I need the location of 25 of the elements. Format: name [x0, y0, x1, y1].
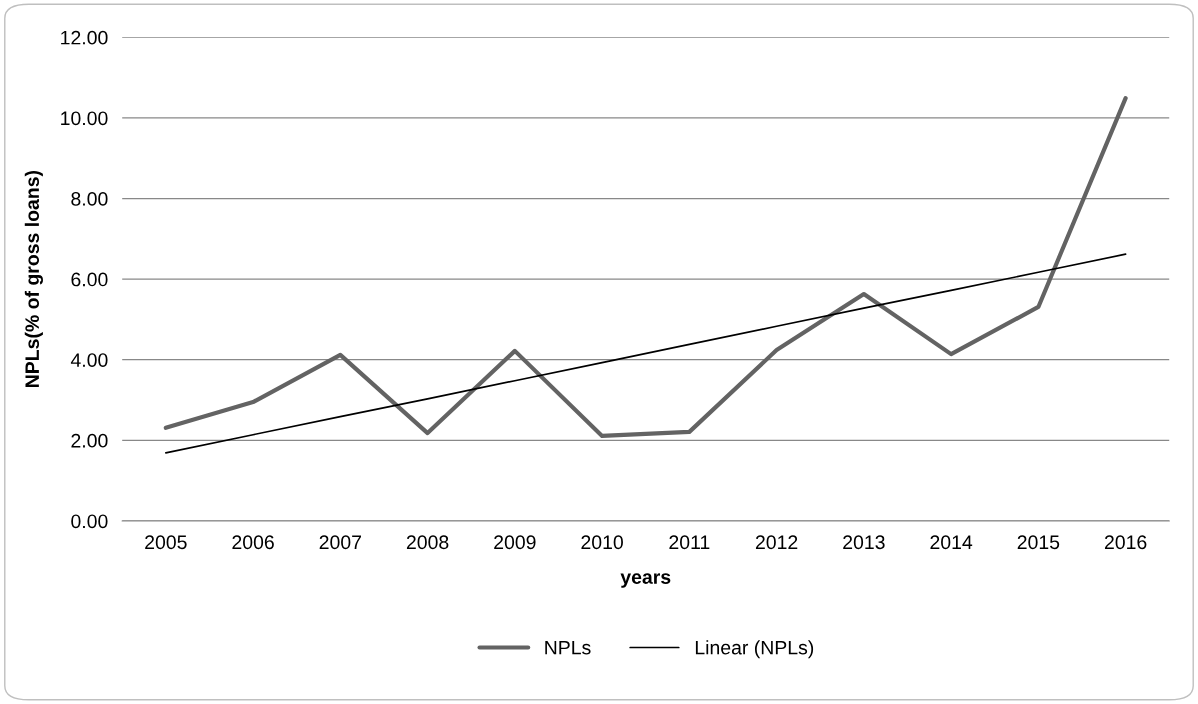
x-tick-label: 2012: [755, 535, 798, 550]
x-tick-label: 2011: [669, 535, 710, 550]
y-tick-label: 0.00: [71, 514, 108, 529]
y-tick-label: 2.00: [71, 433, 108, 448]
line-series: [164, 253, 1127, 454]
x-tick-label: 2014: [930, 535, 973, 550]
y-tick-label: 12.00: [61, 30, 108, 45]
x-tick-label: 2015: [1017, 535, 1060, 550]
x-tick-label: 2009: [494, 535, 536, 550]
y-axis-title: NPLs(% of gross loans): [24, 170, 43, 387]
legend-label: NPLs: [545, 640, 591, 655]
x-tick-label: 2016: [1104, 535, 1147, 550]
y-tick-label: 6.00: [71, 272, 108, 287]
y-tick-label: 4.00: [70, 353, 108, 367]
x-tick-label: 2007: [319, 535, 361, 550]
x-tick-label: 2006: [232, 535, 274, 550]
x-tick-label: 2005: [145, 535, 187, 550]
y-tick-label: 8.00: [71, 192, 108, 206]
x-axis-title: years: [620, 573, 671, 588]
legend-label: Linear (NPLs): [695, 640, 814, 659]
y-tick-label: 10.00: [61, 111, 108, 126]
line-series: [163, 96, 1128, 439]
x-tick-label: 2008: [406, 535, 449, 550]
x-tick-label: 2010: [581, 535, 623, 550]
x-tick-label: 2013: [843, 535, 885, 550]
